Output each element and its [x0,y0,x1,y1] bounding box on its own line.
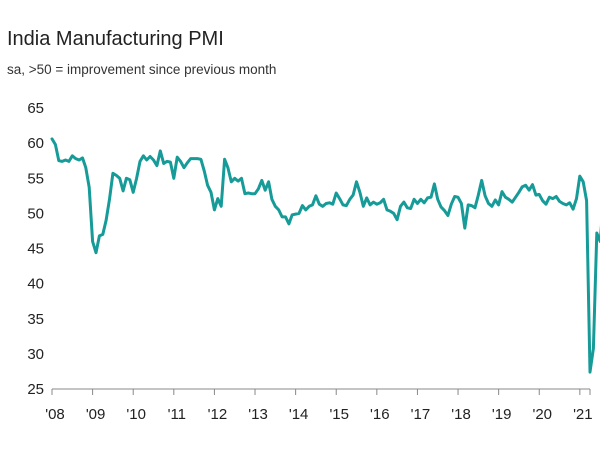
x-tick-label: '09 [86,406,106,423]
x-tick-label: '17 [411,406,431,423]
y-tick-label: 30 [27,346,44,363]
y-tick-label: 50 [27,205,44,222]
x-tick-label: '16 [370,406,390,423]
chart-title: India Manufacturing PMI [7,28,224,50]
x-tick-label: '14 [289,406,309,423]
x-tick-label: '12 [208,406,228,423]
x-tick-label: '11 [168,406,186,423]
x-tick-label: '15 [329,406,349,423]
x-tick-label: '10 [126,406,146,423]
x-tick-label: '19 [492,406,512,423]
y-tick-label: 55 [27,170,44,187]
y-tick-label: 40 [27,276,44,293]
chart-subtitle: sa, >50 = improvement since previous mon… [7,62,277,77]
y-tick-label: 60 [27,135,44,152]
x-tick-label: '18 [451,406,471,423]
y-tick-label: 25 [27,381,44,398]
y-tick-label: 35 [27,311,44,328]
x-tick-label: '21 [573,406,593,423]
y-tick-label: 65 [27,100,44,117]
pmi-series-line [50,137,600,374]
x-tick-label: '08 [45,406,65,423]
x-tick-label: '13 [248,406,268,423]
y-tick-label: 45 [27,241,44,258]
x-tick-label: '20 [532,406,552,423]
